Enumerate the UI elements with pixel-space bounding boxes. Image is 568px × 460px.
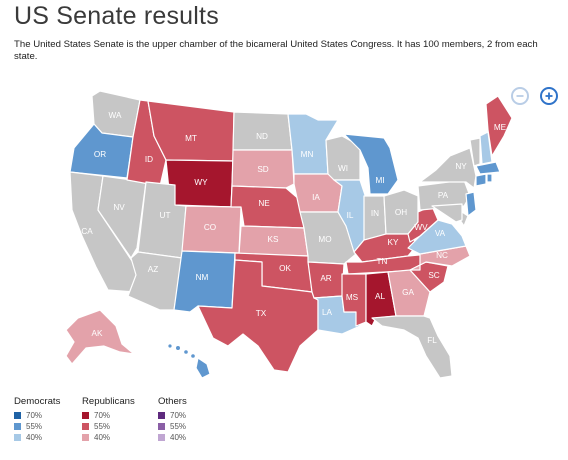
state-label: SC bbox=[428, 271, 439, 280]
state-MD[interactable] bbox=[431, 203, 463, 223]
state-label: NM bbox=[196, 273, 209, 282]
state-label: MT bbox=[185, 134, 197, 143]
state-SD[interactable] bbox=[231, 149, 295, 189]
legend-item: 70% bbox=[14, 410, 60, 421]
legend-item: 40% bbox=[14, 432, 60, 443]
state-label: CO bbox=[204, 223, 216, 232]
state-ND[interactable] bbox=[232, 111, 293, 151]
zoom-out-button[interactable] bbox=[511, 87, 529, 105]
state-WV[interactable] bbox=[407, 205, 439, 243]
state-label: FL bbox=[427, 336, 437, 345]
state-label: MO bbox=[318, 235, 331, 244]
state-label: NC bbox=[436, 251, 448, 260]
legend-group-title: Republicans bbox=[82, 396, 135, 407]
state-label: UT bbox=[160, 211, 171, 220]
state-label: MN bbox=[301, 150, 314, 159]
state-MI[interactable] bbox=[343, 133, 399, 195]
state-label: TN bbox=[377, 257, 388, 266]
state-NC[interactable] bbox=[409, 245, 471, 271]
state-label: AL bbox=[375, 292, 385, 301]
legend-others: Others 70% 55% 40% bbox=[158, 396, 187, 443]
state-label: OK bbox=[279, 264, 291, 273]
state-label: CA bbox=[81, 227, 93, 236]
state-label: ID bbox=[145, 155, 153, 164]
state-CT[interactable] bbox=[475, 173, 487, 187]
state-VT[interactable] bbox=[469, 137, 481, 167]
page-description: The United States Senate is the upper ch… bbox=[14, 39, 538, 62]
legend-swatch bbox=[14, 423, 21, 430]
state-label: LA bbox=[322, 308, 333, 317]
legend-swatch bbox=[158, 412, 165, 419]
state-label: NE bbox=[258, 199, 270, 208]
legend-swatch bbox=[14, 434, 21, 441]
legend-swatch bbox=[158, 434, 165, 441]
state-TX[interactable] bbox=[197, 259, 319, 373]
state-HI[interactable] bbox=[167, 343, 211, 379]
legend-group-title: Democrats bbox=[14, 396, 61, 407]
state-AZ[interactable] bbox=[127, 251, 183, 311]
legend-item: 55% bbox=[158, 421, 187, 432]
minus-circle-icon bbox=[516, 95, 524, 97]
state-label: NV bbox=[113, 203, 125, 212]
legend-swatch bbox=[82, 423, 89, 430]
legend-item: 40% bbox=[158, 432, 187, 443]
page-title: US Senate results bbox=[14, 2, 219, 30]
state-label: WA bbox=[109, 111, 122, 120]
state-label: GA bbox=[402, 288, 414, 297]
us-senate-map: WA OR CA NV ID MT WY UT AZ CO NM ND SD N… bbox=[65, 90, 513, 379]
state-label: TX bbox=[256, 309, 267, 318]
state-label: ND bbox=[256, 132, 268, 141]
legend-swatch bbox=[82, 412, 89, 419]
legend-swatch bbox=[82, 434, 89, 441]
legend-item: 70% bbox=[82, 410, 135, 421]
state-AK[interactable] bbox=[65, 309, 135, 365]
legend-item: 55% bbox=[14, 421, 60, 432]
legend-swatch bbox=[14, 412, 21, 419]
legend-item: 70% bbox=[158, 410, 187, 421]
state-label: IA bbox=[312, 193, 320, 202]
state-label: IN bbox=[371, 209, 379, 218]
legend-item: 40% bbox=[82, 432, 135, 443]
state-label: AK bbox=[92, 329, 103, 338]
state-MA[interactable] bbox=[475, 161, 501, 175]
state-ME[interactable] bbox=[485, 95, 513, 157]
state-RI[interactable] bbox=[486, 173, 493, 183]
legend-group-title: Others bbox=[158, 396, 187, 407]
state-NJ[interactable] bbox=[465, 191, 477, 217]
state-label: VA bbox=[435, 229, 446, 238]
state-GA[interactable] bbox=[387, 269, 431, 317]
state-label: PA bbox=[438, 191, 449, 200]
state-label: OR bbox=[94, 150, 106, 159]
state-label: WV bbox=[414, 223, 428, 232]
state-label: AR bbox=[320, 274, 331, 283]
legend-item: 55% bbox=[82, 421, 135, 432]
state-label: SD bbox=[257, 165, 268, 174]
state-label: KS bbox=[268, 235, 279, 244]
state-label: MI bbox=[375, 176, 384, 185]
state-label: IL bbox=[347, 211, 354, 220]
state-NY[interactable] bbox=[419, 147, 477, 189]
state-label: KY bbox=[388, 238, 399, 247]
state-label: NY bbox=[455, 162, 467, 171]
zoom-in-button[interactable] bbox=[540, 87, 558, 105]
state-FL[interactable] bbox=[371, 315, 453, 379]
legend-republicans: Republicans 70% 55% 40% bbox=[82, 396, 135, 443]
state-label: WY bbox=[194, 178, 208, 187]
state-label: WI bbox=[338, 164, 348, 173]
legend-swatch bbox=[158, 423, 165, 430]
plus-circle-icon bbox=[545, 92, 553, 100]
state-label: OH bbox=[395, 208, 407, 217]
state-label: ME bbox=[494, 123, 507, 132]
legend-democrats: Democrats 70% 55% 40% bbox=[14, 396, 60, 443]
state-label: AZ bbox=[148, 265, 158, 274]
state-label: MS bbox=[346, 293, 359, 302]
